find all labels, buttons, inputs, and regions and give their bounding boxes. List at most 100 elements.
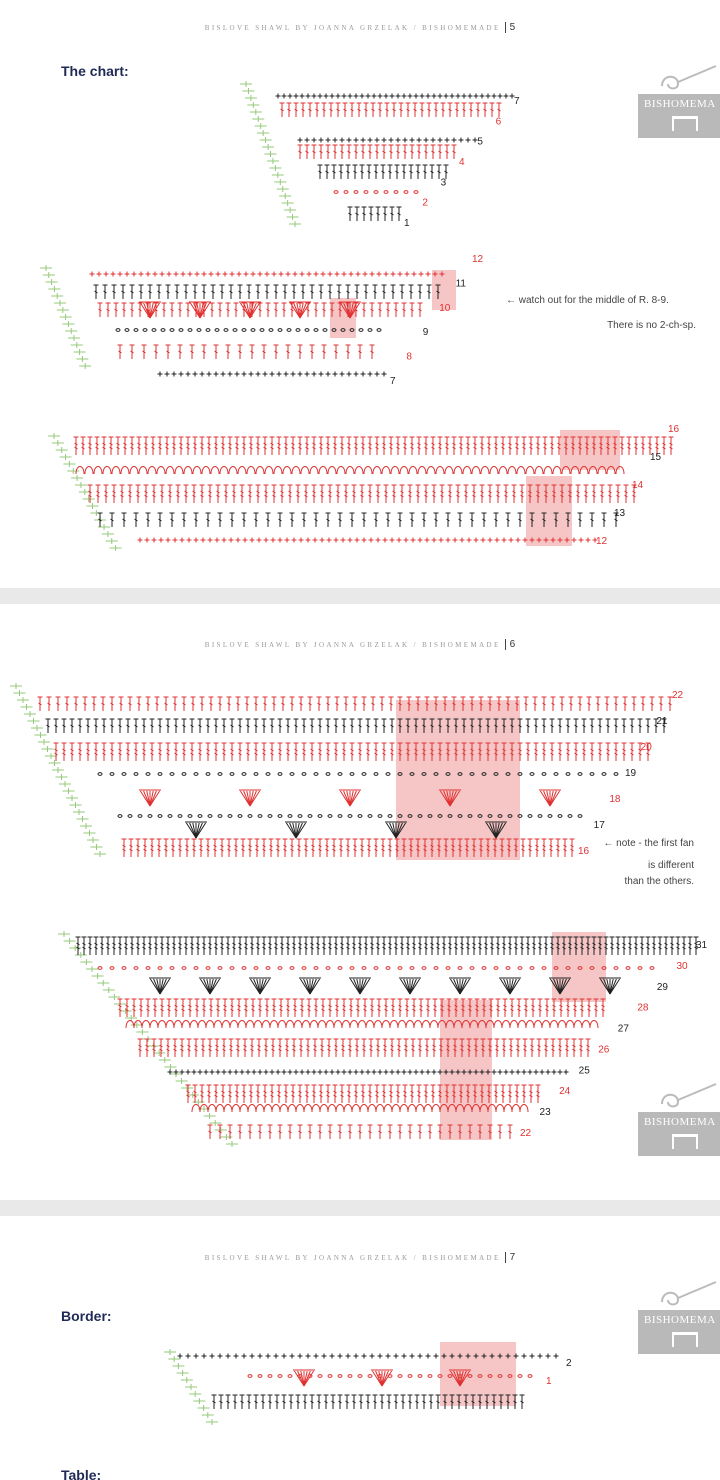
page-number: 5 (504, 22, 515, 33)
row-number: 22 (672, 690, 684, 701)
row-number: 26 (598, 1044, 610, 1055)
symbol-row (53, 742, 651, 761)
row-number: 12 (596, 536, 608, 547)
symbol-row (93, 284, 441, 299)
row-number: 15 (650, 452, 662, 463)
row-number: 7 (514, 96, 520, 107)
fan-motif (239, 301, 261, 319)
symbol-row (207, 1124, 513, 1139)
symbol-row (115, 328, 382, 332)
symbol-row (137, 1038, 591, 1057)
symbol-row (125, 1020, 599, 1029)
highlight-band (330, 298, 356, 338)
row-number: 25 (579, 1065, 591, 1076)
fan-motif (199, 977, 221, 995)
hook-icon (661, 1281, 717, 1306)
symbol-row (87, 484, 637, 503)
symbol-row (247, 1374, 533, 1378)
symbol-row (117, 344, 375, 359)
row-number: 4 (459, 157, 465, 168)
row-number: 22 (520, 1128, 532, 1139)
border-chart: 12 (164, 1342, 572, 1425)
row-number: 27 (618, 1024, 630, 1035)
row-number: 11 (456, 278, 467, 289)
fan-motif (293, 1369, 315, 1387)
turning-chain-edge (48, 433, 122, 551)
fan-motif (371, 1369, 393, 1387)
row-number: 9 (423, 327, 429, 338)
symbol-row (75, 936, 699, 955)
turning-chain-edge (10, 683, 106, 857)
page-number: 6 (504, 639, 515, 650)
row-number: 31 (696, 940, 708, 951)
fan-motif (349, 977, 371, 995)
symbol-row (37, 696, 673, 711)
row-number: 19 (625, 768, 637, 779)
row-number: 23 (540, 1107, 552, 1118)
turning-chain-edge (240, 81, 301, 227)
row-number: 1 (546, 1376, 552, 1387)
row-number: 30 (676, 961, 688, 972)
fan-motif (289, 301, 311, 319)
turning-chain-edge (40, 265, 92, 369)
row-number: 16 (578, 846, 590, 857)
fan-motif (499, 977, 521, 995)
row-number: 13 (614, 508, 626, 519)
fan-motif (239, 789, 261, 807)
row-number: 5 (477, 137, 483, 148)
row-number: 10 (439, 303, 451, 314)
header-text: BISLOVE SHAWL BY JOANNA GRZELAK / BISHOM… (204, 1254, 501, 1262)
chart-title: The chart: (61, 63, 129, 79)
row-number: 17 (594, 820, 606, 831)
row-number: 14 (632, 480, 644, 491)
fan-motif (399, 977, 421, 995)
fan-motif (439, 789, 461, 807)
fan-motif (139, 301, 161, 319)
symbol-row (317, 164, 449, 179)
symbol-row (185, 1084, 541, 1103)
note-first-fan: ← note - the first fan (603, 838, 694, 849)
logo: BISHOMEMA (638, 94, 720, 138)
fan-motif (485, 821, 507, 839)
symbol-row (191, 1104, 529, 1113)
fan-motif (549, 977, 571, 995)
symbol-row (137, 537, 598, 543)
note-no-ch-sp: There is no 2-ch-sp. (607, 320, 696, 331)
symbol-row (45, 718, 667, 733)
row-number: 29 (657, 982, 669, 993)
fan-motif (599, 977, 621, 995)
symbol-row (97, 302, 423, 317)
row-number: 24 (559, 1086, 571, 1097)
fan-motif (189, 301, 211, 319)
symbol-row (279, 102, 502, 117)
fan-motif (539, 789, 561, 807)
symbol-row (117, 814, 583, 818)
turning-chain-edge (164, 1349, 218, 1425)
logo: BISHOMEMA (638, 1112, 720, 1156)
fan-motif (449, 1369, 471, 1387)
header-text: BISLOVE SHAWL BY JOANNA GRZELAK / BISHOM… (204, 24, 501, 32)
symbol-row (121, 838, 575, 857)
fan-motif (139, 789, 161, 807)
fan-motif (449, 977, 471, 995)
page-number: 7 (504, 1252, 515, 1263)
fan-motif (385, 821, 407, 839)
border-title: Border: (61, 1308, 112, 1324)
hook-icon (661, 1083, 717, 1108)
symbol-row (177, 1353, 559, 1359)
page-5: BISLOVE SHAWL BY JOANNA GRZELAK / BISHOM… (0, 0, 720, 588)
symbol-row (89, 271, 445, 277)
highlight-band (526, 476, 572, 546)
page-7: BISLOVE SHAWL BY JOANNA GRZELAK / BISHOM… (0, 1216, 720, 1480)
symbol-row (167, 1069, 569, 1075)
row-number: 18 (609, 794, 621, 805)
symbol-row (333, 190, 419, 194)
row-number: 20 (641, 742, 653, 753)
page-header: BISLOVE SHAWL BY JOANNA GRZELAK / BISHOM… (0, 22, 720, 33)
header-text: BISLOVE SHAWL BY JOANNA GRZELAK / BISHOM… (204, 641, 501, 649)
note-is-different: is different (648, 860, 694, 871)
row-number: 16 (668, 424, 680, 435)
symbol-row (347, 206, 402, 221)
symbol-row (97, 966, 655, 970)
